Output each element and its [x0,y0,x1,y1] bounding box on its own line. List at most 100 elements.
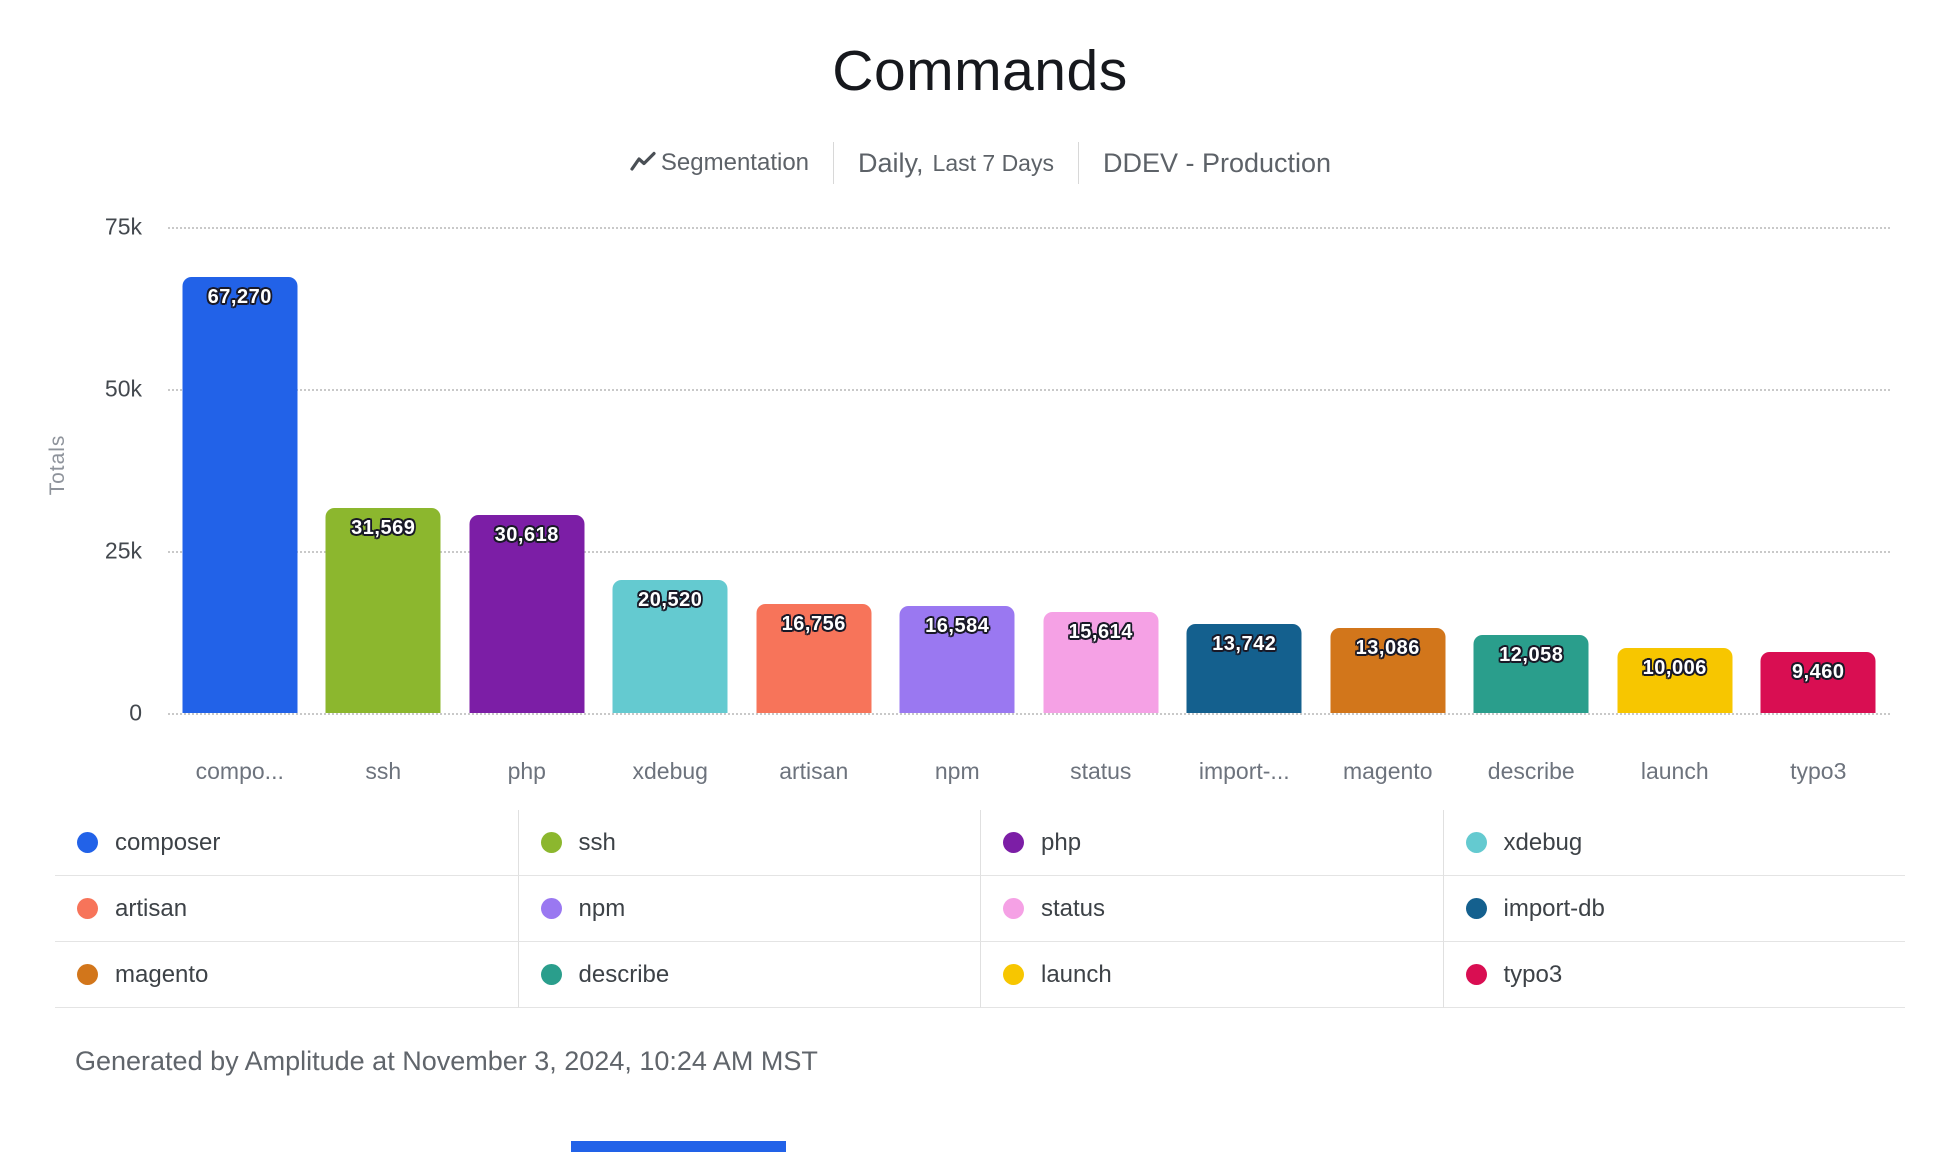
bar-slot: 31,569 [312,227,456,713]
bar-value-label: 15,614 [1068,620,1133,643]
legend-color-dot [540,898,562,919]
gridline [168,550,1890,553]
bar-slot: 9,460 [1747,227,1891,713]
legend-label: launch [1041,960,1112,988]
x-axis-labels: compo... ssh php xdebug artisan npm status impo… [168,758,1890,785]
bar-slot: 16,584 [886,227,1030,713]
legend-color-dot [1465,832,1487,853]
legend-item-status[interactable]: status [980,876,1443,942]
legend-item-launch[interactable]: launch [980,942,1443,1008]
legend-item-ssh[interactable]: ssh [517,810,980,876]
bar-slot: 13,742 [1173,227,1317,713]
legend-item-php[interactable]: php [980,810,1443,876]
legend-color-dot [77,898,98,919]
bar-artisan[interactable]: 16,756 [756,604,872,713]
bar-series: 67,270 31,569 30,618 20,520 16,756 16,584 15,6… [168,227,1890,713]
bar-php[interactable]: 30,618 [469,514,585,713]
legend-table: composer ssh php xdebug artisan npm status impo… [55,810,1905,1008]
bar-value-label: 9,460 [1791,660,1845,683]
bar-value-label: 67,270 [207,286,272,309]
bar-slot: 30,618 [455,227,599,713]
x-axis-label-xdebug: xdebug [632,758,708,784]
bar-value-label: 13,742 [1212,632,1277,655]
bar-status[interactable]: 15,614 [1043,611,1159,713]
legend-label: typo3 [1503,960,1563,988]
legend-label: artisan [115,894,188,922]
bar-slot: 13,086 [1316,227,1460,713]
x-axis-label-typo3: typo3 [1790,758,1847,784]
subtitle-divider [833,142,835,184]
x-axis-label-artisan: artisan [779,758,849,784]
legend-item-xdebug[interactable]: xdebug [1442,810,1905,876]
bar-typo3[interactable]: 9,460 [1760,651,1876,713]
legend-item-import-db[interactable]: import-db [1442,876,1905,942]
bar-ssh[interactable]: 31,569 [325,508,441,713]
project-name: DDEV - Production [1102,147,1332,178]
legend-label: status [1041,894,1106,922]
bar-xdebug[interactable]: 20,520 [612,580,728,713]
y-axis-ticks: 0 25k 50k 75k [0,214,150,726]
bar-value-label: 13,086 [1355,637,1420,660]
legend-color-dot [1003,898,1024,919]
bar-slot: 67,270 [168,227,312,713]
x-axis-label-import-db: import-... [1198,758,1290,784]
bar-magento[interactable]: 13,086 [1330,628,1446,713]
legend-item-typo3[interactable]: typo3 [1442,942,1905,1008]
x-axis-label-ssh: ssh [365,758,402,784]
x-axis-label-npm: npm [934,758,980,784]
gridline [168,713,1890,715]
y-tick-label: 75k [104,213,142,240]
x-axis-label-launch: launch [1640,758,1709,784]
legend-label: xdebug [1503,828,1583,856]
legend-color-dot [540,832,562,853]
legend-label: npm [578,894,626,922]
legend-label: php [1041,828,1082,856]
bar-slot: 20,520 [599,227,743,713]
segmentation-tag: Segmentation [605,149,833,177]
legend-item-artisan[interactable]: artisan [55,876,518,942]
bar-slot: 16,756 [742,227,886,713]
x-axis-label-php: php [507,758,546,784]
bar-slot: 10,006 [1603,227,1747,713]
segmentation-label: Segmentation [660,149,810,176]
bar-value-label: 10,006 [1642,657,1707,680]
bar-import-db[interactable]: 13,742 [1186,623,1302,713]
gridline [168,388,1890,391]
bar-value-label: 30,618 [494,523,559,546]
legend-label: import-db [1503,894,1605,922]
legend-color-dot [1003,832,1024,853]
bar-value-label: 16,756 [781,613,846,636]
legend-color-dot [1465,898,1487,919]
plot-area: 67,270 31,569 30,618 20,520 16,756 16,584 15,6… [168,227,1890,715]
legend-label: ssh [578,828,616,856]
x-axis-label-magento: magento [1342,758,1433,784]
x-axis-label-describe: describe [1487,758,1575,784]
bar-composer[interactable]: 67,270 [182,277,298,713]
chart-subtitle: Segmentation Daily, Last 7 Days DDEV - P… [0,142,1960,184]
bar-value-label: 31,569 [351,517,416,540]
legend-item-composer[interactable]: composer [55,810,518,876]
legend-color-dot [77,964,98,985]
legend-color-dot [540,964,562,985]
subtitle-divider [1077,142,1079,184]
legend-item-magento[interactable]: magento [55,942,518,1008]
bar-value-label: 16,584 [925,614,990,637]
bar-npm[interactable]: 16,584 [899,605,1015,713]
legend-item-npm[interactable]: npm [517,876,980,942]
x-axis-label-composer: compo... [195,758,284,784]
page-title: Commands [832,39,1128,103]
y-tick-label: 25k [104,537,142,564]
bar-describe[interactable]: 12,058 [1473,634,1589,713]
bar-value-label: 12,058 [1499,643,1564,666]
bar-value-label: 20,520 [638,589,703,612]
legend-color-dot [1465,964,1487,985]
gridline [168,227,1890,229]
generated-by-footer: Generated by Amplitude at November 3, 20… [75,1046,818,1076]
y-tick-label: 50k [104,375,142,402]
date-range-window: Last 7 Days [932,149,1054,176]
legend-item-describe[interactable]: describe [517,942,980,1008]
legend-label: magento [115,960,209,988]
legend-color-dot [1003,964,1024,985]
bar-launch[interactable]: 10,006 [1617,648,1733,713]
